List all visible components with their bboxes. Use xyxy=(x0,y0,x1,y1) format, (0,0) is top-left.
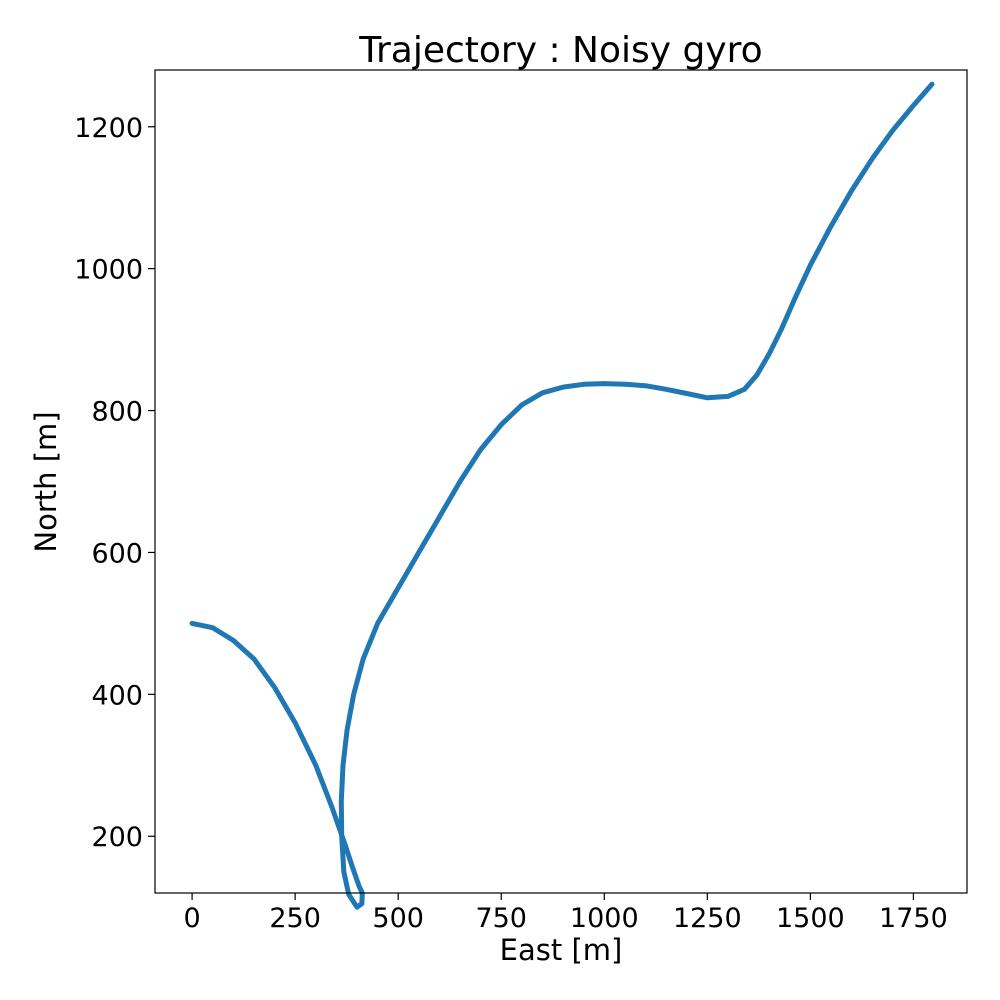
x-tick-label: 250 xyxy=(269,903,321,934)
plot-area xyxy=(154,69,968,910)
x-tick-label: 1750 xyxy=(879,903,948,934)
trajectory-line xyxy=(189,81,935,910)
y-axis: 200 400 600 800 1000 1200 xyxy=(74,113,155,853)
y-tick-label: 600 xyxy=(91,538,143,569)
x-axis: 0 250 500 750 1000 1250 1500 1750 xyxy=(184,893,948,934)
x-tick-label: 1000 xyxy=(570,903,639,934)
x-tick-label: 0 xyxy=(184,903,201,934)
chart-title: Trajectory : Noisy gyro xyxy=(358,30,762,71)
x-tick-label: 1500 xyxy=(776,903,845,934)
y-tick-label: 1200 xyxy=(74,113,143,144)
x-axis-label: East [m] xyxy=(500,933,623,967)
y-axis-label: North [m] xyxy=(29,411,63,552)
y-tick-label: 200 xyxy=(91,822,143,853)
x-tick-label: 750 xyxy=(475,903,527,934)
y-tick-label: 800 xyxy=(91,397,143,428)
x-tick-label: 500 xyxy=(372,903,424,934)
plot-frame xyxy=(154,69,968,894)
y-tick-label: 400 xyxy=(91,680,143,711)
x-tick-label: 1250 xyxy=(673,903,742,934)
y-tick-label: 1000 xyxy=(74,255,143,286)
